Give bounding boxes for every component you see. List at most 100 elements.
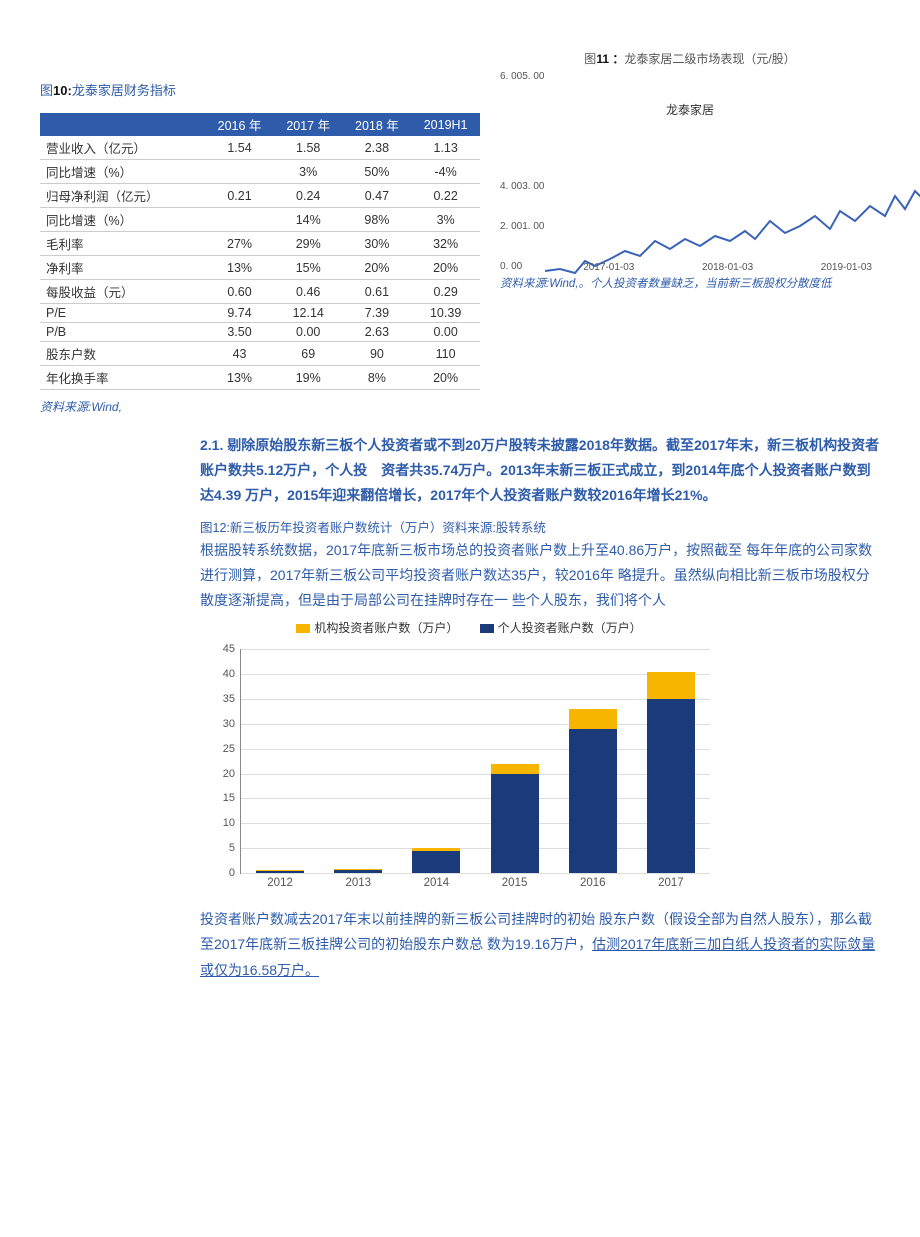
fig11-prefix: 图 [584,52,596,66]
table-cell: 110 [411,342,480,366]
table-cell: 15% [274,256,343,280]
bar-x-tick: 2012 [267,873,293,889]
line-x-tick: 2019-01-03 [821,262,872,273]
table-row: 同比增速（%）14%98%3% [40,208,480,232]
table-cell: 32% [411,232,480,256]
paragraph-2: 投资者账户数减去2017年末以前挂牌的新三板公司挂牌时的初始 股东户数（假设全部… [200,907,880,983]
table-cell: 3% [411,208,480,232]
table-cell: -4% [411,160,480,184]
table-cell: 8% [343,366,412,390]
table-cell: 0.60 [205,280,274,304]
table-cell: 0.21 [205,184,274,208]
table-cell: 27% [205,232,274,256]
table-row: 股东户数436990110 [40,342,480,366]
table-cell: 19% [274,366,343,390]
bar-group [256,649,304,873]
bar-group [647,649,695,873]
figure10-title: 图10:龙泰家居财务指标 [40,80,480,99]
table-cell: 0.29 [411,280,480,304]
bar-seg-institution [647,672,695,699]
table-cell: 3% [274,160,343,184]
bar-y-tick: 20 [223,768,241,780]
table-col: 2018 年 [343,113,412,136]
bar-chart: 机构投资者账户数（万户） 个人投资者账户数（万户） 05101520253035… [200,619,720,899]
bar-y-tick: 5 [229,842,241,854]
line-y-tick: 0. 00 [500,261,522,272]
table-cell: 股东户数 [40,342,205,366]
table-cell: 0.00 [411,323,480,342]
bar-y-tick: 30 [223,718,241,730]
bar-x-tick: 2013 [345,873,371,889]
table-row: 同比增速（%） 3%50%-4% [40,160,480,184]
fig10-prefix: 图 [40,83,53,98]
legend-swatch-inst [296,624,310,633]
table-row: 净利率13%15%20%20% [40,256,480,280]
table-cell: 净利率 [40,256,205,280]
legend-label-ind: 个人投资者账户数（万户） [498,621,642,635]
table-cell: 每股收益（元） [40,280,205,304]
figure10-source: 资料来源:Wind, [40,398,480,415]
bar-group [491,649,539,873]
table-row: 每股收益（元）0.600.460.610.29 [40,280,480,304]
table-cell: 12.14 [274,304,343,323]
paragraph-1: 根据股转系统数据，2017年底新三板市场总的投资者账户数上升至40.86万户，按… [200,538,880,614]
table-cell: 0.00 [274,323,343,342]
table-cell: 0.46 [274,280,343,304]
line-chart-svg [540,121,920,301]
table-cell: P/E [40,304,205,323]
section-2-1-heading: 2.1. 剔除原始股东新三板个人投资者或不到20万户股转未披露2018年数据。截… [200,433,880,509]
bar-x-tick: 2017 [658,873,684,889]
table-cell: 0.22 [411,184,480,208]
line-y-tick: 4. 003. 00 [500,181,544,192]
table-cell: 10.39 [411,304,480,323]
table-cell: 同比增速（%） [40,208,205,232]
bar-legend: 机构投资者账户数（万户） 个人投资者账户数（万户） [200,619,720,636]
bar-seg-individual [569,729,617,873]
bar-group [569,649,617,873]
table-cell: 90 [343,342,412,366]
table-cell: 2.63 [343,323,412,342]
bar-seg-institution [412,848,460,851]
table-cell: 13% [205,256,274,280]
bar-y-tick: 0 [229,867,241,879]
table-cell: 归母净利润（亿元） [40,184,205,208]
line-y-tick: 6. 005. 00 [500,71,544,82]
line-y-tick: 2. 001. 00 [500,221,544,232]
figure12-title: 图12:新三板历年投资者账户数统计（万户）资料来源:股转系统 [200,517,880,536]
fig10-num: 10: [53,83,72,98]
bar-x-tick: 2014 [424,873,450,889]
table-cell: 0.24 [274,184,343,208]
table-cell: 50% [343,160,412,184]
table-cell: 同比增速（%） [40,160,205,184]
table-cell: 7.39 [343,304,412,323]
table-cell: 69 [274,342,343,366]
table-cell: 13% [205,366,274,390]
table-cell: 29% [274,232,343,256]
table-cell: 0.47 [343,184,412,208]
line-legend: 龙泰家居 [500,101,880,118]
bar-seg-individual [491,774,539,874]
bar-y-tick: 40 [223,668,241,680]
table-col: 2017 年 [274,113,343,136]
table-cell: 20% [411,256,480,280]
line-x-tick: 2017-01-03 [583,262,634,273]
table-cell: 3.50 [205,323,274,342]
bar-seg-institution [491,764,539,774]
bar-seg-individual [647,699,695,873]
table-col: 2019H1 [411,113,480,136]
bar-x-tick: 2015 [502,873,528,889]
fig11-num: 11 ： [596,52,624,66]
legend-swatch-ind [480,624,494,633]
bar-group [334,649,382,873]
bar-seg-institution [334,869,382,870]
table-cell: 0.61 [343,280,412,304]
table-cell: 9.74 [205,304,274,323]
fig11-text: 龙泰家居二级市场表现（元/股） [624,52,795,66]
bar-y-tick: 35 [223,693,241,705]
bar-y-tick: 25 [223,743,241,755]
bar-x-tick: 2016 [580,873,606,889]
line-chart: 6. 005. 00 4. 003. 00 2. 001. 00 0. 00 龙泰家居… [500,71,880,271]
bar-group [412,649,460,873]
table-row: 归母净利润（亿元）0.210.240.470.22 [40,184,480,208]
table-cell: 1.54 [205,136,274,160]
